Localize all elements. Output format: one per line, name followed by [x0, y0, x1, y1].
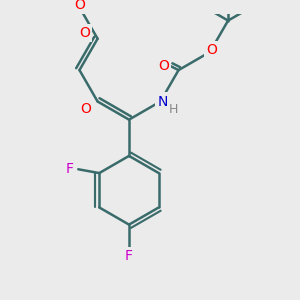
Text: F: F [125, 249, 133, 263]
Text: O: O [81, 102, 92, 116]
Text: O: O [74, 0, 85, 12]
Text: N: N [157, 94, 167, 109]
Text: O: O [158, 59, 169, 73]
Text: O: O [206, 43, 217, 57]
Text: O: O [79, 26, 90, 40]
Text: F: F [66, 162, 74, 176]
Text: H: H [169, 103, 178, 116]
